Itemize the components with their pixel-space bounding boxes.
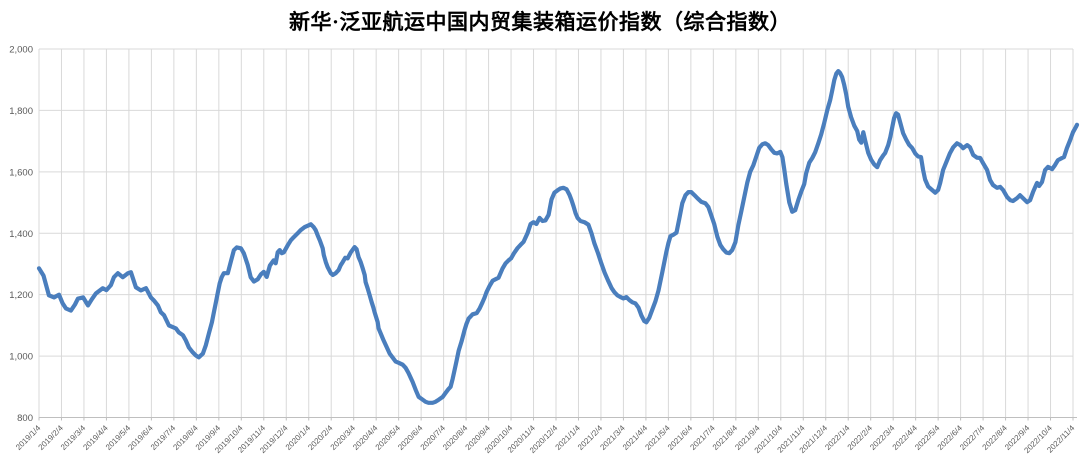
y-tick-label: 1,200: [9, 290, 33, 301]
x-axis-labels: 2019/1/42019/2/42019/3/42019/4/42019/5/4…: [14, 423, 1077, 455]
y-tick-label: 1,400: [9, 229, 33, 240]
y-tick-label: 1,600: [9, 167, 33, 178]
series-line-composite-index: [36, 69, 1080, 405]
y-tick-label: 800: [17, 413, 33, 424]
y-axis-labels: 800 1,000 1,200 1,400 1,600 1,800 2,000: [9, 45, 33, 425]
y-tick-label: 1,800: [9, 106, 33, 117]
y-tick-label: 1,000: [9, 352, 33, 363]
x-gridlines: [38, 49, 1074, 418]
chart-title: 新华·泛亚航运中国内贸集装箱运价指数（综合指数）: [288, 10, 791, 34]
y-tick-label: 2,000: [9, 45, 33, 56]
